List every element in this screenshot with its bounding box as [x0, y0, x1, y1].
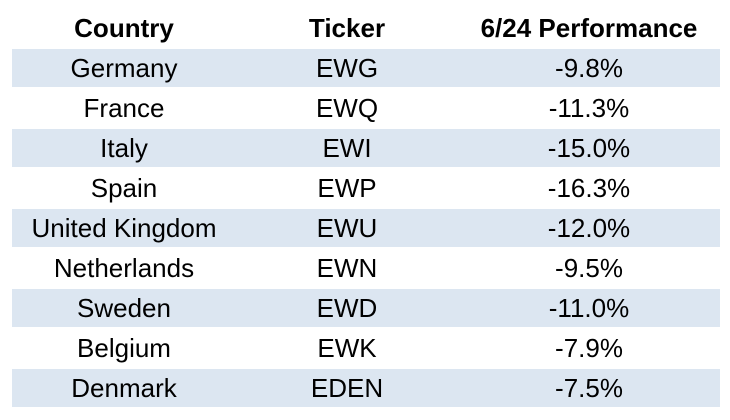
table-row: Denmark EDEN -7.5%	[12, 369, 720, 407]
table-row: Germany EWG -9.8%	[12, 49, 720, 87]
ticker-cell: EWU	[316, 213, 378, 243]
header-ticker: Ticker	[308, 13, 386, 43]
header-country: Country	[74, 13, 174, 43]
ticker-cell: EWI	[322, 133, 372, 163]
header-performance: 6/24 Performance	[480, 13, 698, 43]
performance-cell: -11.0%	[548, 293, 630, 323]
ticker-cell: EWD	[316, 293, 378, 323]
country-cell: Spain	[90, 173, 158, 203]
ticker-cell: EWQ	[315, 93, 379, 123]
country-cell: Denmark	[71, 373, 177, 403]
country-cell: Sweden	[77, 293, 171, 323]
ticker-cell: EWK	[317, 333, 377, 363]
country-cell: Belgium	[77, 333, 171, 363]
performance-cell: -16.3%	[547, 173, 631, 203]
table-row: Spain EWP -16.3%	[12, 169, 720, 207]
performance-cell: -12.0%	[547, 213, 631, 243]
performance-cell: -15.0%	[547, 133, 631, 163]
ticker-cell: EDEN	[310, 373, 384, 403]
table-header-row: Country Ticker 6/24 Performance	[12, 8, 720, 48]
performance-cell: -11.3%	[548, 93, 630, 123]
table-row: Italy EWI -15.0%	[12, 129, 720, 167]
ticker-cell: EWG	[315, 53, 379, 83]
country-cell: Netherlands	[53, 253, 195, 283]
country-cell: Germany	[70, 53, 178, 83]
table-row: Netherlands EWN -9.5%	[12, 249, 720, 287]
country-cell: Italy	[100, 133, 148, 163]
performance-cell: -9.8%	[555, 53, 623, 83]
performance-cell: -7.9%	[555, 333, 623, 363]
table-row: United Kingdom EWU -12.0%	[12, 209, 720, 247]
ticker-cell: EWP	[317, 173, 377, 203]
country-cell: United Kingdom	[31, 213, 217, 243]
table-row: Belgium EWK -7.9%	[12, 329, 720, 367]
country-cell: France	[83, 93, 165, 123]
performance-cell: -9.5%	[555, 253, 623, 283]
performance-cell: -7.5%	[555, 373, 623, 403]
ticker-cell: EWN	[316, 253, 378, 283]
table-row: France EWQ -11.3%	[12, 89, 720, 127]
table-row: Sweden EWD -11.0%	[12, 289, 720, 327]
